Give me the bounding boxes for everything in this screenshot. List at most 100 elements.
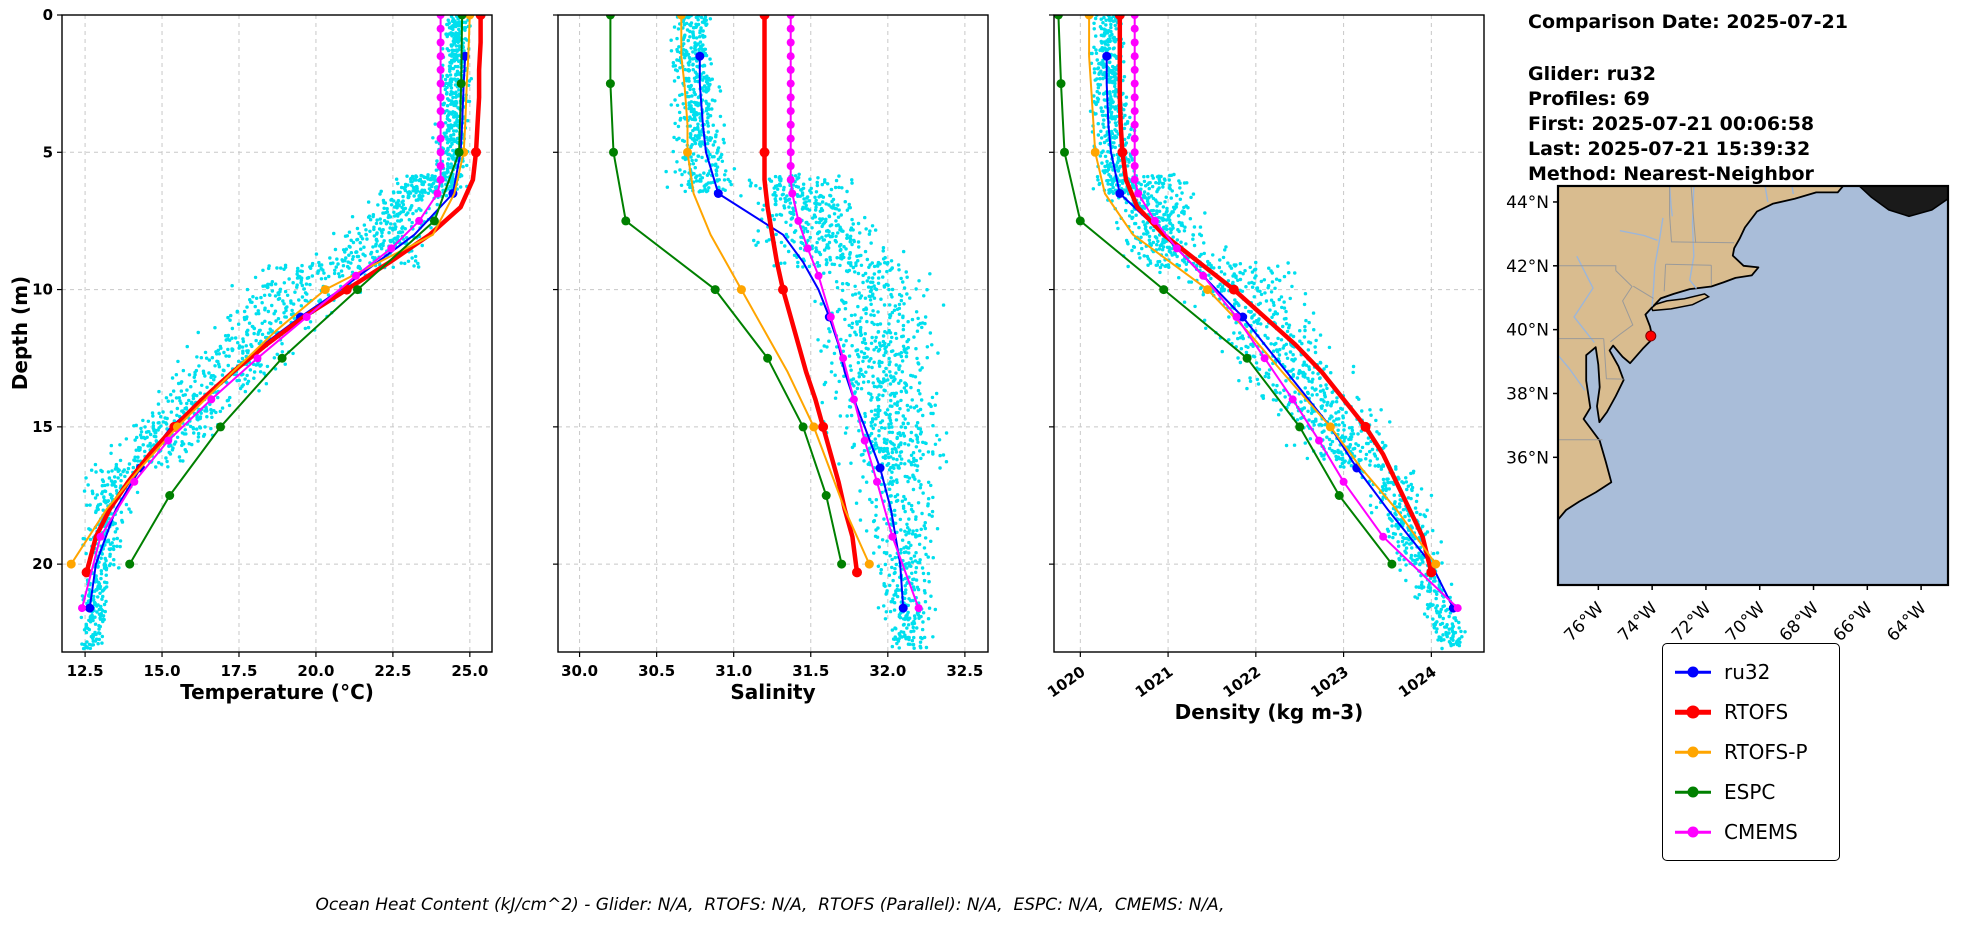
series-marker-CMEMS: [1150, 216, 1159, 225]
legend-label: ESPC: [1724, 780, 1776, 804]
series-marker-CMEMS: [788, 189, 797, 198]
legend-line-marker-swatch: [1675, 820, 1711, 844]
river: [1791, 186, 1794, 195]
series-marker-ESPC: [763, 353, 773, 363]
series-marker-CMEMS: [814, 271, 823, 280]
map-lat-tick-label: 44°N: [1506, 193, 1549, 213]
series-marker-CMEMS: [436, 93, 445, 102]
x-tick-label: 30.0: [561, 662, 598, 680]
series-marker-ESPC: [609, 147, 618, 157]
series-marker-CMEMS: [849, 395, 858, 404]
series-marker-CMEMS: [1130, 65, 1139, 74]
series-marker-ESPC: [621, 216, 631, 226]
map-lon-tick-label: 70°W: [1722, 598, 1769, 645]
series-marker-CMEMS: [786, 107, 795, 116]
series-marker-CMEMS: [436, 134, 445, 143]
y-tick-label: 10: [32, 281, 53, 299]
series-marker-RTOFS: [471, 147, 481, 158]
series-marker-CMEMS: [1130, 120, 1139, 129]
density-axis-label: Density (kg m-3): [1174, 700, 1364, 724]
glider-position-marker: [1645, 330, 1657, 342]
series-marker-CMEMS: [433, 189, 442, 198]
series-marker-RTOFS: [341, 284, 352, 295]
series-marker-CMEMS: [1379, 532, 1388, 541]
x-tick-label: 1021: [1132, 663, 1177, 702]
series-marker-CMEMS: [415, 216, 424, 225]
series-marker-RTOFS-P: [1431, 559, 1441, 569]
legend-line-marker-swatch: [1675, 740, 1711, 764]
y-tick-label: 0: [43, 6, 53, 24]
series-marker-CMEMS: [436, 65, 445, 74]
series-marker-ESPC: [798, 422, 808, 432]
series-marker-RTOFS-P: [676, 15, 686, 20]
x-tick-label: 20.0: [297, 662, 334, 680]
state-border: [1663, 264, 1667, 292]
series-marker-ESPC: [1159, 285, 1169, 295]
series-marker-RTOFS-P: [1084, 15, 1094, 20]
series-marker-CMEMS: [1134, 189, 1143, 198]
series-marker-CMEMS: [1130, 15, 1139, 19]
series-marker-RTOFS-P: [66, 559, 76, 569]
series-marker-CMEMS: [1199, 271, 1208, 280]
series-marker-RTOFS: [1360, 421, 1371, 432]
x-tick-label: 25.0: [451, 662, 488, 680]
series-marker-ESPC: [429, 216, 439, 226]
series-marker-ESPC: [277, 353, 287, 363]
density-panel: 1020 1021 1022 1023 1024: [1044, 14, 1485, 702]
series-marker-CMEMS: [1130, 162, 1139, 170]
legend-label: RTOFS: [1724, 700, 1789, 724]
glider-scatter-cloud: [79, 15, 473, 651]
series-marker-CMEMS: [1130, 38, 1139, 47]
series-marker-CMEMS: [207, 395, 216, 404]
series-marker-CMEMS: [96, 532, 105, 541]
series-marker-CMEMS: [786, 120, 795, 129]
series-marker-CMEMS: [1130, 134, 1139, 143]
series-marker-ESPC: [216, 422, 225, 432]
river: [1764, 186, 1769, 203]
state-border: [1558, 265, 1617, 271]
legend: ru32 RTOFS RTOFS-P ESPC CMEMS: [1662, 643, 1840, 861]
series-marker-RTOFS: [778, 284, 788, 295]
series-marker-CMEMS: [436, 107, 445, 116]
legend-item-RTOFS-P: RTOFS-P: [1675, 732, 1823, 772]
temperature-axis-label: Temperature (°C): [180, 680, 374, 704]
series-marker-CMEMS: [786, 93, 795, 102]
series-line-RTOFS: [84, 15, 483, 573]
series-marker-CMEMS: [1130, 93, 1139, 102]
series-marker-ESPC: [125, 559, 135, 569]
series-marker-CMEMS: [436, 24, 445, 33]
series-marker-CMEMS: [436, 79, 445, 88]
series-marker-RTOFS: [81, 567, 92, 578]
series-marker-ru32: [1102, 51, 1112, 61]
series-marker-ru32: [898, 603, 908, 613]
series-marker-CMEMS: [786, 65, 795, 74]
series-marker-CMEMS: [1339, 477, 1348, 486]
series-marker-RTOFS: [759, 147, 770, 158]
first-profile-time: First: 2025-07-21 00:06:58: [1528, 113, 1815, 135]
series-marker-RTOFS: [759, 15, 770, 20]
series-marker-CMEMS: [436, 148, 445, 157]
legend-line-marker-swatch: [1675, 780, 1711, 804]
glider-scatter-cloud: [664, 15, 949, 650]
series-marker-CMEMS: [803, 244, 812, 253]
x-tick-label: 30.5: [638, 662, 675, 680]
series-marker-CMEMS: [786, 24, 795, 33]
x-tick-label: 1023: [1307, 663, 1352, 702]
comparison-date: Comparison Date: 2025-07-21: [1528, 11, 1848, 33]
profile-plots: 12.5 15.0 17.5 20.0 22.5 25.0 0 5 10 15 20 30.0 30.5…: [32, 6, 1485, 702]
state-border: [1603, 338, 1624, 380]
map-lat-tick-label: 38°N: [1506, 384, 1549, 404]
x-tick-label: 32.0: [869, 662, 906, 680]
series-marker-CMEMS: [786, 175, 795, 184]
series-marker-CMEMS: [1130, 107, 1139, 116]
series-marker-RTOFS: [475, 15, 486, 20]
series-marker-CMEMS: [352, 271, 360, 280]
series-marker-ESPC: [1056, 79, 1066, 89]
series-marker-ESPC: [1295, 422, 1305, 432]
series-marker-ESPC: [710, 285, 720, 295]
map-group: 76°W 74°W 72°W 70°W 68°W 66°W 64°W 44°N 42°N 40°N…: [1506, 184, 1950, 646]
series-marker-ru32: [695, 51, 705, 61]
series-marker-CMEMS: [164, 436, 173, 445]
x-tick-label: 12.5: [67, 662, 104, 680]
series-marker-ESPC: [353, 285, 362, 295]
